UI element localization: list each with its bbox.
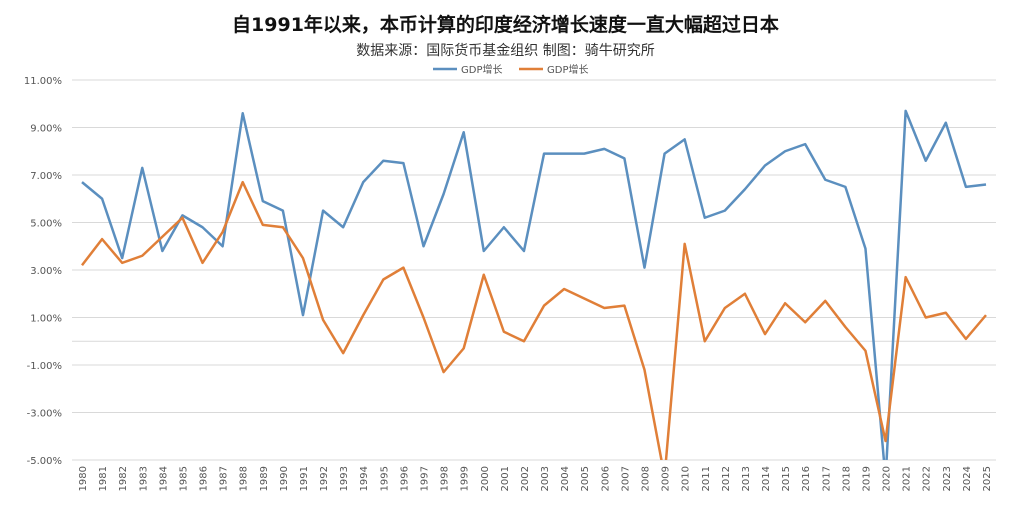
x-tick-label: 1984: [158, 466, 169, 491]
x-tick-label: 1983: [138, 466, 149, 491]
x-tick-label: 2004: [560, 466, 571, 491]
y-tick-label: 3.00%: [30, 266, 62, 277]
x-tick-label: 2002: [520, 466, 531, 491]
series-line-1: [81, 180, 987, 460]
x-tick-label: 2010: [681, 466, 692, 491]
x-tick-label: 1993: [339, 466, 350, 491]
x-tick-label: 2024: [962, 466, 973, 491]
x-tick-label: 1989: [259, 466, 270, 491]
x-tick-label: 2017: [821, 466, 832, 491]
y-tick-label: -1.00%: [27, 361, 62, 372]
x-tick-label: 2008: [640, 466, 651, 491]
x-tick-label: 1996: [399, 466, 410, 491]
x-tick-label: 1988: [239, 466, 250, 491]
x-tick-label: 1987: [219, 466, 230, 491]
chart-title: 自1991年以来，本币计算的印度经济增长速度一直大幅超过日本: [232, 14, 779, 36]
x-tick-label: 2013: [741, 466, 752, 491]
x-tick-label: 2000: [480, 466, 491, 491]
x-tick-label: 1985: [178, 466, 189, 491]
x-tick-label: 1981: [98, 466, 109, 491]
x-tick-label: 2006: [600, 466, 611, 491]
x-tick-label: 1994: [359, 466, 370, 491]
x-tick-label: 1999: [460, 466, 471, 491]
x-tick-label: 2020: [882, 466, 893, 491]
x-tick-label: 2003: [540, 466, 551, 491]
x-tick-label: 2025: [982, 466, 993, 491]
x-tick-label: 2012: [721, 466, 732, 491]
y-tick-label: 11.00%: [24, 76, 62, 87]
x-tick-label: 2011: [701, 466, 712, 491]
y-tick-label: 5.00%: [30, 219, 62, 230]
x-tick-label: 1990: [279, 466, 290, 491]
y-tick-label: 1.00%: [30, 314, 62, 325]
x-tick-label: 2023: [942, 466, 953, 491]
x-tick-label: 1991: [299, 466, 310, 491]
x-tick-label: 2021: [902, 466, 913, 491]
chart-subtitle: 数据来源：国际货币基金组织 制图：骑牛研究所: [356, 43, 655, 59]
x-tick-label: 2019: [861, 466, 872, 491]
x-tick-label: 1980: [78, 466, 89, 491]
series-line-0: [81, 109, 987, 460]
legend-label: GDP增长: [547, 63, 588, 76]
x-tick-label: 1986: [199, 466, 210, 491]
x-tick-label: 2022: [922, 466, 933, 491]
x-tick-label: 2015: [781, 466, 792, 491]
x-tick-label: 1982: [118, 466, 129, 491]
x-tick-label: 2007: [620, 466, 631, 491]
x-tick-label: 2009: [661, 466, 672, 491]
y-tick-label: -5.00%: [27, 456, 62, 467]
x-tick-label: 2018: [841, 466, 852, 491]
x-tick-label: 2016: [801, 466, 812, 491]
y-tick-label: 7.00%: [30, 171, 62, 182]
x-tick-label: 2005: [580, 466, 591, 491]
x-tick-label: 1995: [379, 466, 390, 491]
y-tick-label: -3.00%: [27, 409, 62, 420]
legend-label: GDP增长: [461, 63, 502, 76]
x-tick-label: 1998: [440, 466, 451, 491]
x-tick-label: 1992: [319, 466, 330, 491]
y-tick-label: 9.00%: [30, 124, 62, 135]
x-tick-label: 2001: [500, 466, 511, 491]
x-tick-label: 2014: [761, 466, 772, 491]
x-tick-label: 1997: [420, 466, 431, 491]
